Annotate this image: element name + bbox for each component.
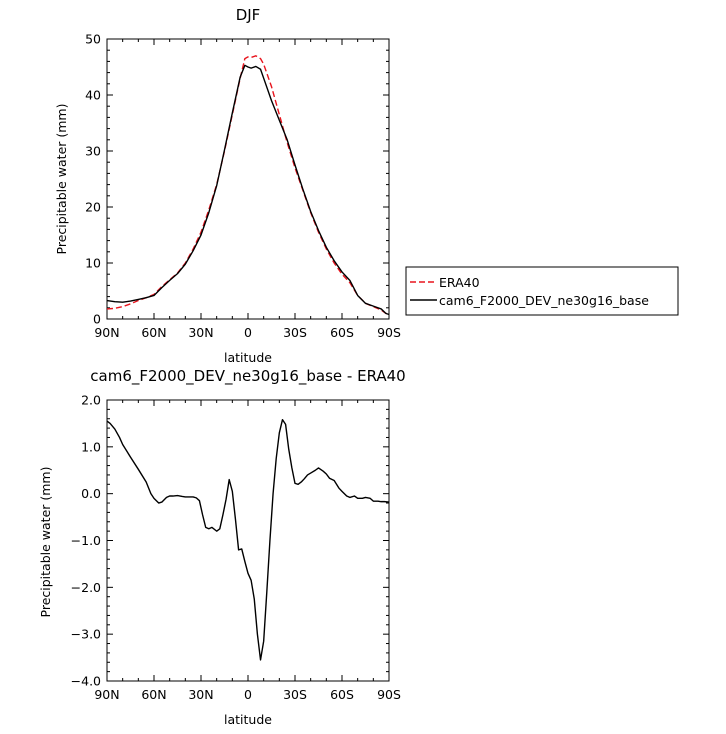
y-tick-label: 10 xyxy=(85,256,101,271)
x-tick-label: 30S xyxy=(283,325,307,340)
x-tick-label: 90S xyxy=(377,325,401,340)
chart-title: cam6_F2000_DEV_ne30g16_base - ERA40 xyxy=(90,367,405,386)
legend-label-era40: ERA40 xyxy=(439,275,480,290)
y-tick-label: −1.0 xyxy=(71,533,101,548)
y-tick-label: −4.0 xyxy=(71,674,101,689)
y-axis: 2.0 1.0 0.0 −1.0 −2.0 −3.0 −4.0 xyxy=(71,393,389,689)
y-tick-label: 30 xyxy=(85,144,101,159)
difference-chart: cam6_F2000_DEV_ne30g16_base - ERA40 90N 6… xyxy=(38,367,406,727)
series-line-1 xyxy=(106,64,390,316)
x-tick-label: 60N xyxy=(141,687,166,702)
chart-title: DJF xyxy=(236,6,261,24)
y-tick-label: 1.0 xyxy=(81,439,101,454)
x-tick-label: 30S xyxy=(283,687,307,702)
y-axis: 0 10 20 30 40 50 xyxy=(85,32,389,327)
y-tick-label: 20 xyxy=(85,200,101,215)
x-axis-title: latitude xyxy=(224,712,272,727)
x-tick-label: 90N xyxy=(94,687,119,702)
x-tick-label: 90N xyxy=(94,325,119,340)
x-tick-label: 0 xyxy=(244,687,252,702)
y-tick-label: 2.0 xyxy=(81,393,101,408)
x-axis-title: latitude xyxy=(224,350,272,365)
y-axis-title: Precipitable water (mm) xyxy=(38,467,53,618)
y-axis-title: Precipitable water (mm) xyxy=(54,104,69,255)
plot-area: 90N 60N 30N 0 30S 60S 90S 2.0 1.0 0.0 −1.0 −2.0 −3.0… xyxy=(71,393,401,703)
x-tick-label: 60S xyxy=(330,325,354,340)
x-axis: 90N 60N 30N 0 30S 60S 90S xyxy=(94,400,401,702)
y-tick-label: 0 xyxy=(93,312,101,327)
series-line-0 xyxy=(106,55,390,315)
x-axis: 90N 60N 30N 0 30S 60S 90S xyxy=(94,39,401,340)
x-tick-label: 60N xyxy=(141,325,166,340)
legend-box xyxy=(405,266,679,316)
y-tick-label: 0.0 xyxy=(81,486,101,501)
x-tick-label: 60S xyxy=(330,687,354,702)
x-tick-label: 0 xyxy=(244,325,252,340)
series-line-0 xyxy=(106,418,390,661)
x-tick-label: 90S xyxy=(377,687,401,702)
plot-area: 90N 60N 30N 0 30S 60S 90S 0 10 20 30 40 50 xyxy=(85,32,401,341)
legend: ERA40 cam6_F2000_DEV_ne30g16_base xyxy=(405,266,679,316)
y-tick-label: −2.0 xyxy=(71,580,101,595)
y-tick-label: 40 xyxy=(85,88,101,103)
x-tick-label: 30N xyxy=(188,325,213,340)
y-tick-label: 50 xyxy=(85,32,101,47)
precipitable-water-chart: DJF 90N 60N 30N 0 30S 60S 90S 0 10 20 30 40 50 latit… xyxy=(54,6,679,365)
plot-frame xyxy=(106,399,390,682)
y-tick-label: −3.0 xyxy=(71,627,101,642)
x-tick-label: 30N xyxy=(188,687,213,702)
legend-label-cam6: cam6_F2000_DEV_ne30g16_base xyxy=(439,293,649,308)
